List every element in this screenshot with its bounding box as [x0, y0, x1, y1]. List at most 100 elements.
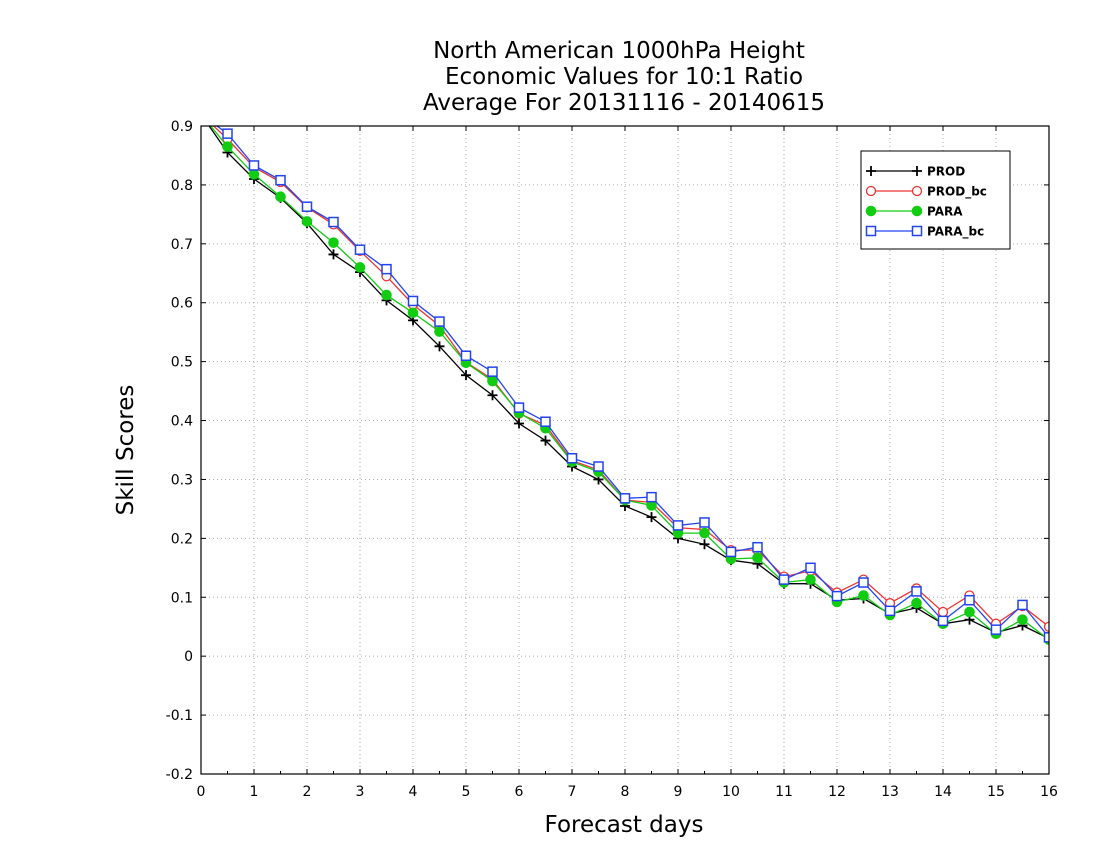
x-tick-label: 8: [621, 784, 630, 800]
y-tick-label: 0.7: [171, 237, 193, 253]
chart-title-line-2: Economic Values for 10:1 Ratio: [445, 64, 803, 90]
data-point-para-bc: [275, 174, 286, 186]
data-point-para-bc: [222, 128, 233, 139]
data-point-para-bc: [884, 605, 896, 617]
data-point-para-bc: [328, 216, 339, 228]
y-tick-label: -0.1: [166, 708, 193, 724]
data-point-para-bc: [911, 586, 922, 597]
legend-marker-para-bc: [911, 225, 923, 237]
x-tick-label: 15: [987, 784, 1005, 800]
legend-marker-prod: [866, 166, 876, 176]
data-point-prod-bc: [1043, 621, 1049, 632]
legend-marker-para: [911, 205, 923, 217]
legend: PROD PROD_bc PARA PARA_bc: [860, 150, 1011, 250]
grid-lines: [201, 126, 1049, 774]
x-tick-label: 14: [934, 784, 952, 800]
data-point-para: [964, 606, 975, 618]
data-point-para: [487, 375, 498, 387]
y-tick-label: 0.9: [171, 119, 193, 135]
data-point-para-bc: [699, 517, 710, 528]
y-tick-label: 0.1: [171, 590, 193, 606]
data-point-para: [381, 289, 392, 301]
x-tick-label: 10: [722, 784, 740, 800]
data-point-para: [222, 141, 233, 152]
data-point-para-bc: [752, 541, 763, 553]
data-point-prod: [461, 370, 471, 381]
x-tick-label: 5: [462, 784, 471, 800]
x-axis-label: Forecast days: [545, 812, 704, 838]
series-layer: [208, 126, 1049, 645]
x-tick-label: 7: [568, 784, 577, 800]
data-point-para-bc: [407, 295, 419, 307]
data-point-para-bc: [990, 624, 1002, 635]
data-point-para: [328, 237, 339, 248]
legend-item-para: PARA: [865, 205, 963, 219]
legend-marker-para: [865, 205, 877, 217]
data-point-para-bc: [301, 201, 313, 212]
data-point-para-bc: [646, 491, 657, 503]
data-point-para: [407, 307, 419, 319]
data-point-prod: [328, 249, 339, 260]
x-tick-label: 16: [1040, 784, 1058, 800]
data-point-para-bc: [354, 244, 366, 255]
data-point-para-bc: [858, 577, 869, 588]
x-tick-label: 0: [197, 784, 206, 800]
legend-label-para-bc: PARA_bc: [927, 225, 984, 240]
data-point-para-bc: [540, 416, 551, 427]
data-point-prod: [699, 539, 710, 550]
data-point-para: [301, 216, 313, 227]
y-tick-label: 0.5: [171, 355, 193, 371]
data-point-para-bc: [778, 574, 790, 585]
legend-marker-para-bc: [865, 225, 877, 237]
data-point-prod: [540, 435, 551, 446]
data-point-para: [354, 262, 366, 273]
data-point-para: [911, 597, 922, 609]
data-point-para-bc: [487, 366, 498, 377]
data-point-prod-bc: [937, 606, 949, 618]
data-point-para-bc: [460, 350, 472, 361]
data-point-prod: [646, 512, 657, 523]
x-tick-label: 12: [828, 784, 846, 800]
legend-marker-prod-bc: [911, 185, 923, 197]
data-point-para-bc: [672, 520, 684, 531]
legend-box: [860, 150, 1011, 250]
y-tick-label: 0.6: [171, 296, 193, 312]
data-point-para-bc: [831, 590, 843, 602]
data-point-prod: [514, 418, 524, 429]
data-point-para-bc: [434, 316, 445, 327]
x-tick-label: 11: [775, 784, 793, 800]
y-tick-label: 0.4: [171, 414, 193, 430]
y-axis-label: Skill Scores: [113, 385, 139, 516]
chart-title-line-3: Average For 20131116 - 20140615: [423, 90, 825, 116]
data-point-para-bc: [1043, 632, 1049, 643]
data-point-para: [248, 169, 260, 180]
data-point-para: [275, 191, 286, 202]
legend-marker-prod-bc: [865, 185, 877, 197]
legend-label-para: PARA: [927, 205, 963, 219]
x-tick-label: 1: [250, 784, 259, 800]
legend-item-para-bc: PARA_bc: [865, 225, 984, 240]
y-tick-label: -0.2: [166, 767, 193, 783]
data-point-para-bc: [513, 402, 525, 413]
data-point-para-bc: [937, 615, 949, 627]
x-tick-label: 9: [674, 784, 683, 800]
legend-label-prod-bc: PROD_bc: [927, 185, 987, 200]
data-point-prod: [487, 390, 498, 401]
data-point-para: [805, 574, 816, 585]
series-para-bc: [215, 126, 1049, 643]
x-tick-label: 4: [409, 784, 418, 800]
data-point-para-bc: [381, 263, 392, 275]
data-point-para: [699, 527, 710, 539]
x-tick-label: 13: [881, 784, 899, 800]
legend-item-prod: PROD: [866, 165, 965, 179]
axis-ticks: 0 1 2 3 4 5 6 7 8 9 10 11 12 13 14 15 16-0.2-0.100.10.20…: [166, 119, 1058, 800]
data-point-para-bc: [1017, 599, 1028, 611]
y-tick-label: 0.3: [171, 472, 193, 488]
data-point-para: [434, 326, 445, 337]
data-point-para-bc: [725, 546, 737, 558]
legend-item-prod-bc: PROD_bc: [865, 185, 987, 200]
data-point-para-bc: [248, 160, 260, 171]
legend-label-prod: PROD: [927, 165, 965, 179]
y-tick-label: 0.2: [171, 531, 193, 547]
data-point-para-bc: [619, 493, 631, 504]
